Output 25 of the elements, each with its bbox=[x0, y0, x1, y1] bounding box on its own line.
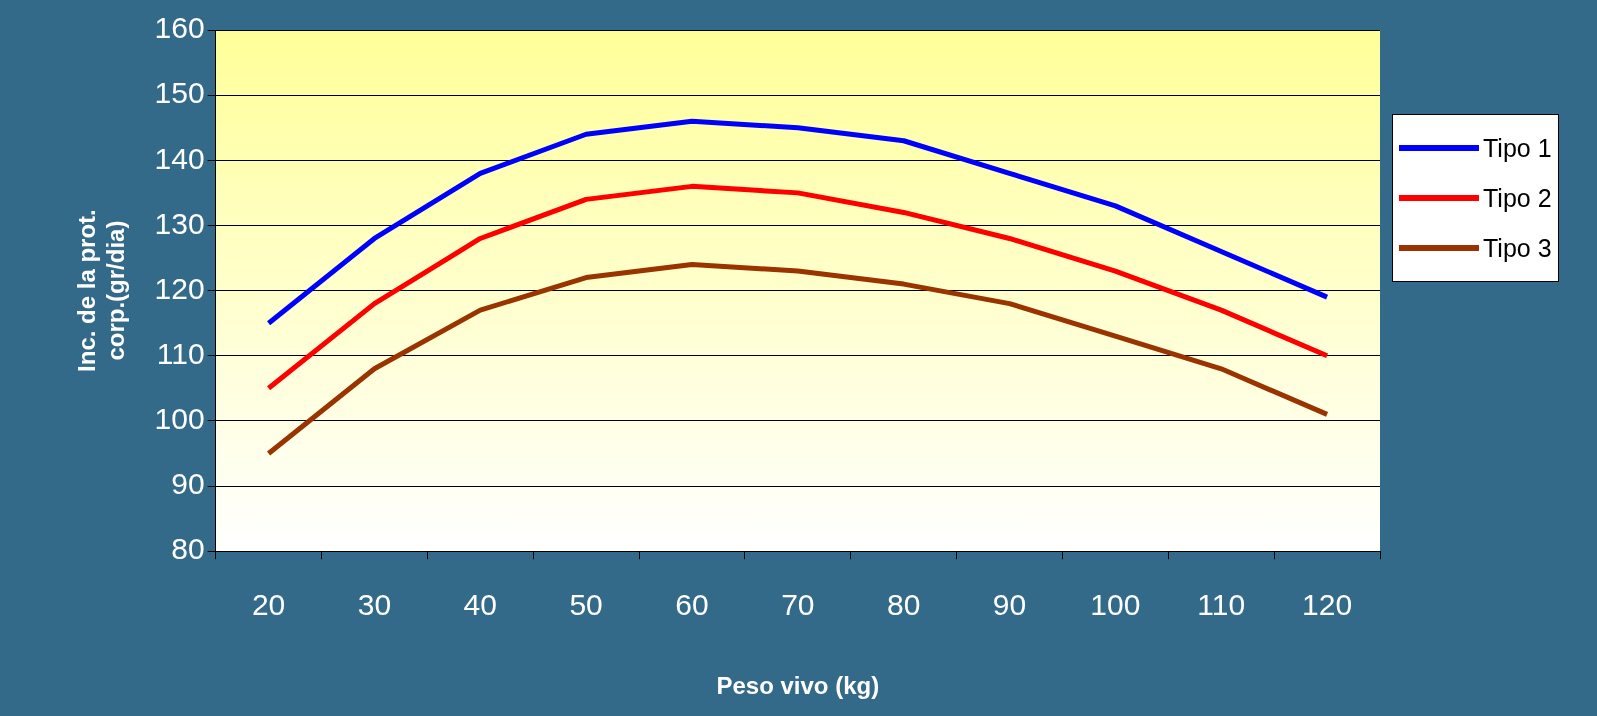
x-tick-label: 70 bbox=[781, 588, 815, 622]
y-tick-label: 150 bbox=[154, 76, 205, 110]
y-tick-label: 110 bbox=[156, 337, 205, 371]
x-tick-label: 80 bbox=[886, 588, 921, 622]
x-tick-label: 20 bbox=[251, 588, 286, 622]
y-tick-label: 80 bbox=[171, 532, 205, 566]
y-axis-title: Inc. de la prot. corp.(gr/dia) bbox=[73, 209, 129, 372]
y-tick-label: 100 bbox=[154, 402, 205, 436]
y-tick-label: 130 bbox=[154, 206, 205, 240]
x-tick-label: 60 bbox=[675, 588, 709, 622]
x-tick-label: 120 bbox=[1302, 588, 1353, 622]
y-tick-label: 120 bbox=[154, 271, 205, 305]
x-tick-label: 110 bbox=[1197, 588, 1246, 622]
x-axis-title: Peso vivo (kg) bbox=[716, 672, 880, 700]
y-tick-label: 160 bbox=[154, 11, 205, 45]
x-tick-label: 50 bbox=[569, 588, 603, 622]
x-tick-label: 30 bbox=[357, 588, 392, 622]
legend-label: Tipo 1 bbox=[1483, 133, 1552, 163]
y-tick-label: 140 bbox=[154, 141, 205, 175]
x-tick-label: 100 bbox=[1090, 588, 1141, 622]
y-tick-label: 90 bbox=[171, 467, 205, 501]
legend-label: Tipo 3 bbox=[1483, 233, 1552, 263]
x-tick-label: 90 bbox=[992, 588, 1027, 622]
x-tick-label: 40 bbox=[463, 588, 497, 622]
legend-label: Tipo 2 bbox=[1483, 183, 1552, 213]
